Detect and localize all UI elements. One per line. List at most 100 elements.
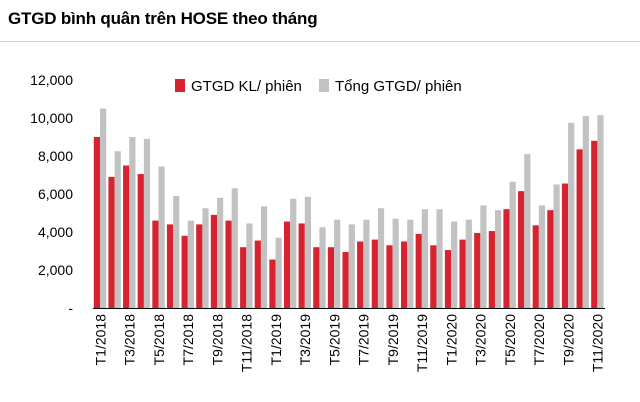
bar-tong-gtgd: [319, 227, 326, 308]
y-axis: - 2,000 4,000 6,000 8,000 10,000 12,000: [30, 72, 73, 316]
x-tick-label: T1/2019: [268, 314, 284, 366]
bar-tong-gtgd: [421, 209, 429, 308]
title-divider: [0, 41, 640, 42]
bar-gtgd-kl: [108, 176, 115, 308]
y-tick-label: 6,000: [38, 186, 73, 202]
x-axis: T1/2018 T3/2018 T5/2018 T7/2018 T9/2018 T11/2…: [92, 308, 606, 372]
legend-swatch: [175, 79, 185, 92]
x-tick-label: T3/2019: [297, 314, 313, 366]
bar-tong-gtgd: [568, 122, 575, 308]
bar-tong-gtgd: [436, 209, 443, 308]
x-tick-label: T7/2020: [531, 314, 547, 366]
bar-tong-gtgd: [524, 154, 531, 308]
bar-tong-gtgd: [465, 219, 472, 308]
bar-gtgd-kl: [503, 209, 510, 308]
bar-tong-gtgd: [202, 208, 209, 308]
bar-gtgd-kl: [547, 210, 554, 308]
x-tick-label: T9/2019: [385, 314, 401, 366]
bar-tong-gtgd: [217, 197, 224, 308]
bar-tong-gtgd: [290, 198, 297, 308]
x-tick-label: T9/2020: [560, 314, 576, 366]
bar-gtgd-kl: [137, 174, 144, 308]
x-tick-label: T7/2018: [180, 314, 196, 366]
bar-tong-gtgd: [173, 195, 180, 308]
y-tick-label: 2,000: [38, 262, 73, 278]
bar-gtgd-kl: [591, 140, 598, 308]
bar-gtgd-kl: [283, 221, 291, 308]
legend-label: GTGD KL/ phiên: [191, 78, 302, 95]
bar-gtgd-kl: [166, 224, 174, 308]
y-tick-label: -: [68, 300, 73, 316]
bar-tong-gtgd: [304, 196, 311, 308]
bar-gtgd-kl: [386, 245, 393, 308]
bar-gtgd-kl: [357, 241, 364, 308]
bar-tong-gtgd: [597, 115, 604, 309]
bar-tong-gtgd: [363, 219, 370, 308]
bar-gtgd-kl: [327, 247, 335, 308]
bar-gtgd-kl: [269, 259, 276, 308]
chart-title: GTGD bình quân trên HOSE theo tháng: [8, 9, 318, 28]
bar-tong-gtgd: [348, 224, 355, 308]
y-tick-label: 12,000: [30, 72, 73, 88]
bar-gtgd-kl: [181, 235, 188, 308]
x-tick-label: T9/2018: [209, 314, 225, 366]
bar-gtgd-kl: [210, 214, 218, 308]
x-tick-label: T5/2020: [502, 314, 518, 366]
bar-tong-gtgd: [187, 220, 194, 308]
bar-gtgd-kl: [561, 183, 569, 308]
bar-gtgd-kl: [371, 239, 378, 308]
x-tick-label: T1/2018: [92, 314, 108, 366]
bar-tong-gtgd: [100, 108, 107, 308]
x-tick-label: T3/2020: [473, 314, 489, 366]
x-tick-label: T11/2020: [590, 314, 606, 372]
bar-tong-gtgd: [377, 208, 385, 308]
x-tick-label: T5/2019: [326, 314, 342, 366]
x-tick-label: T11/2018: [239, 314, 255, 372]
y-tick-label: 4,000: [38, 224, 73, 240]
bar-tong-gtgd: [143, 138, 151, 308]
y-tick-label: 8,000: [38, 148, 73, 164]
bar-tong-gtgd: [129, 137, 136, 308]
x-tick-label: T7/2019: [356, 314, 372, 366]
bar-gtgd-kl: [474, 232, 481, 308]
bar-gtgd-kl: [444, 250, 452, 308]
bar-gtgd-kl: [488, 231, 495, 308]
bar-gtgd-kl: [430, 245, 437, 308]
legend-swatch: [319, 79, 329, 92]
bar-gtgd-kl: [93, 137, 100, 308]
bar-tong-gtgd: [538, 205, 546, 308]
bar-tong-gtgd: [553, 184, 560, 308]
bar-gtgd-kl: [518, 191, 525, 308]
legend: GTGD KL/ phiên Tổng GTGD/ phiên: [175, 78, 462, 95]
x-tick-label: T5/2018: [151, 314, 167, 366]
bar-gtgd-kl: [196, 224, 203, 308]
bar-gtgd-kl: [152, 220, 159, 308]
bar-tong-gtgd: [260, 206, 268, 308]
bar-tong-gtgd: [480, 205, 487, 308]
bar-tong-gtgd: [275, 237, 282, 308]
y-tick-label: 10,000: [30, 110, 73, 126]
legend-label: Tổng GTGD/ phiên: [335, 78, 462, 95]
bar-gtgd-kl: [254, 240, 261, 308]
bar-tong-gtgd: [231, 188, 238, 308]
bar-tong-gtgd: [451, 221, 458, 308]
bar-tong-gtgd: [509, 181, 516, 308]
bar-gtgd-kl: [459, 239, 466, 308]
bar-gtgd-kl: [401, 241, 408, 308]
x-tick-label: T11/2019: [414, 314, 430, 372]
bar-gtgd-kl: [576, 149, 583, 308]
bar-gtgd-kl: [240, 247, 247, 308]
bar-series: [93, 108, 604, 309]
bar-tong-gtgd: [246, 223, 253, 308]
bar-gtgd-kl: [532, 225, 539, 308]
bar-gtgd-kl: [342, 251, 349, 308]
bar-tong-gtgd: [407, 219, 414, 308]
bar-gtgd-kl: [225, 220, 232, 308]
bar-gtgd-kl: [298, 223, 305, 308]
bar-tong-gtgd: [334, 219, 341, 308]
bar-tong-gtgd: [114, 151, 121, 308]
bar-tong-gtgd: [494, 210, 502, 308]
x-tick-label: T3/2018: [122, 314, 138, 366]
bar-gtgd-kl: [415, 233, 422, 308]
